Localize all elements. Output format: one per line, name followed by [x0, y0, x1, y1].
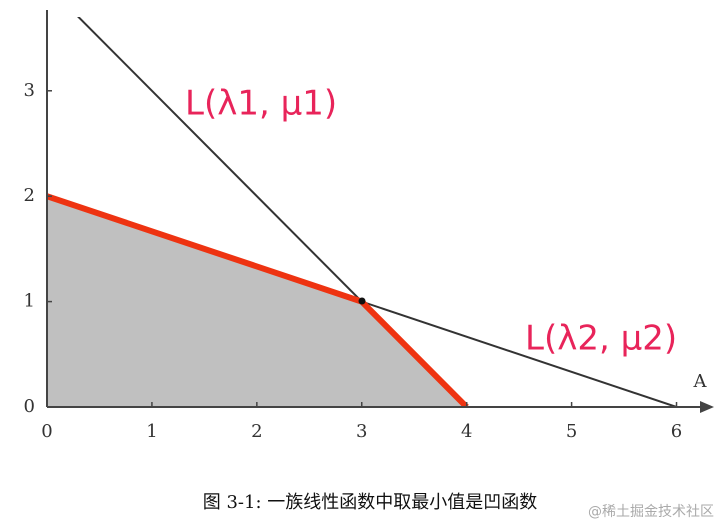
- caption: 图 3-1: 一族线性函数中取最小值是凹函数: [203, 492, 538, 513]
- series-label: L(λ1, μ1): [185, 84, 337, 124]
- y-tick-label: 2: [24, 185, 35, 206]
- x-tick-label: 4: [461, 421, 472, 442]
- x-axis-label: A: [693, 371, 708, 392]
- intersection-dot: [358, 297, 366, 305]
- x-tick-label: 5: [566, 421, 577, 442]
- y-tick-label: 1: [24, 291, 35, 312]
- series-label: L(λ2, μ2): [525, 319, 677, 359]
- y-tick-label: 3: [24, 80, 35, 101]
- x-tick-label: 2: [251, 421, 262, 442]
- x-tick-label: 0: [41, 421, 52, 442]
- area-layer: [47, 196, 467, 407]
- x-tick-label: 3: [356, 421, 367, 442]
- y-tick-label: 0: [24, 396, 35, 417]
- x-arrow: [700, 401, 714, 413]
- watermark: @稀土掘金技术社区: [588, 504, 714, 520]
- x-tick-label: 1: [146, 421, 157, 442]
- area: [47, 196, 467, 407]
- x-tick-label: 6: [671, 421, 682, 442]
